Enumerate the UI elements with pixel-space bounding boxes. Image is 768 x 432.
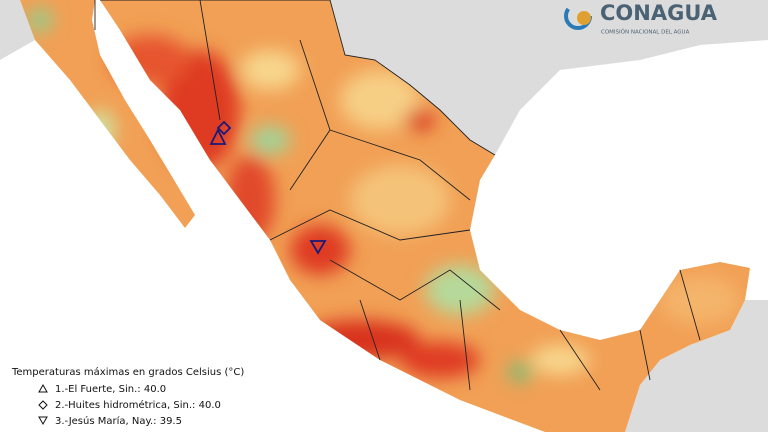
legend: Temperaturas máximas en grados Celsius (… <box>11 366 244 427</box>
marker-huites <box>216 120 232 136</box>
land-nw <box>0 0 35 60</box>
legend-symbol <box>38 400 48 410</box>
legend-symbol <box>38 383 48 393</box>
logo: CONAGUA COMISIÓN NACIONAL DEL AGUA <box>564 1 718 36</box>
legend-entry: 2.-Huites hidrométrica, Sin.: 40.0 <box>55 399 221 411</box>
legend-entry: 3.-Jesús María, Nay.: 39.5 <box>55 415 182 427</box>
marker-jesus-maria <box>309 240 327 255</box>
logo-subtitle: COMISIÓN NACIONAL DEL AGUA <box>601 29 690 36</box>
logo-icon-sun <box>577 11 591 25</box>
marker-el-fuerte <box>209 127 227 145</box>
legend-entry: 1.-El Fuerte, Sin.: 40.0 <box>55 384 166 395</box>
state-borders <box>94 0 701 391</box>
logo-name: CONAGUA <box>600 1 718 25</box>
central-america-land <box>625 300 768 432</box>
legend-title: Temperaturas máximas en grados Celsius (… <box>11 366 244 378</box>
usa-land <box>330 0 768 155</box>
station-markers <box>209 120 327 255</box>
legend-symbol <box>38 416 48 426</box>
